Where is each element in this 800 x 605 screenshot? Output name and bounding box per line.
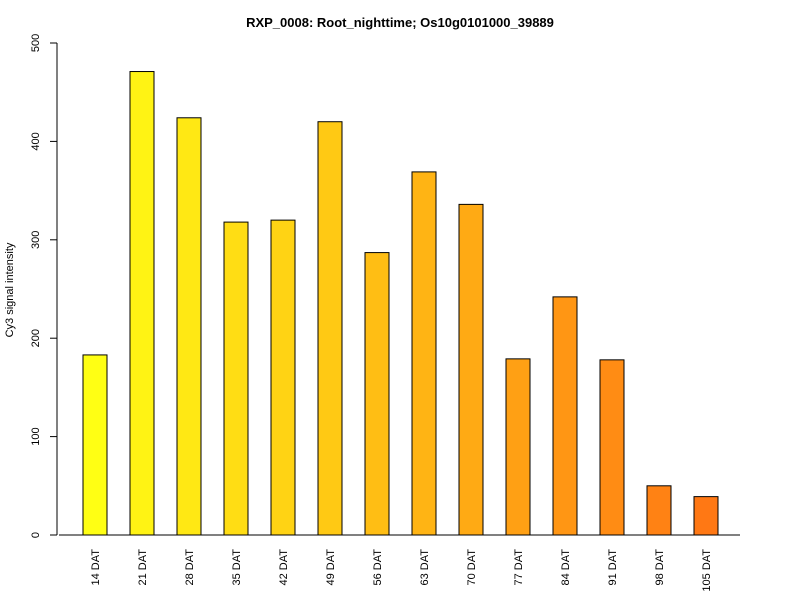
bar-70-dat [458, 203, 484, 536]
bar-49-dat [317, 121, 343, 536]
bar-105-dat [693, 496, 719, 536]
x-tick-label: 28 DAT [184, 549, 196, 586]
x-tick-label: 70 DAT [466, 549, 478, 586]
y-tick-label: 200 [30, 329, 42, 347]
x-tick-label: 91 DAT [607, 549, 619, 586]
bar-42-dat [270, 219, 296, 536]
x-tick-label: 35 DAT [231, 549, 243, 586]
y-tick-label: 500 [30, 34, 42, 52]
bars [82, 71, 719, 536]
x-tick-label: 42 DAT [278, 549, 290, 586]
y-tick-label: 300 [30, 231, 42, 249]
bar-63-dat [411, 171, 437, 536]
bar-91-dat [599, 359, 625, 536]
bar-28-dat [176, 117, 202, 536]
x-tick-label: 98 DAT [654, 549, 666, 586]
x-tick-label: 84 DAT [560, 549, 572, 586]
chart-title: RXP_0008: Root_nighttime; Os10g0101000_3… [246, 15, 554, 30]
x-tick-labels: 14 DAT 21 DAT 28 DAT 35 DAT 42 DAT 49 DAT 56 D… [90, 549, 713, 592]
y-tick-label: 400 [30, 132, 42, 150]
x-tick-label: 77 DAT [513, 549, 525, 586]
y-axis-label: Cy3 signal intensity [4, 242, 16, 337]
x-tick-label: 63 DAT [419, 549, 431, 586]
y-axis: 0 100 200 300 400 500 [30, 34, 58, 538]
y-tick-label: 100 [30, 427, 42, 445]
bar-35-dat [223, 221, 249, 536]
x-tick-label: 21 DAT [137, 549, 149, 586]
bar-56-dat [364, 252, 390, 536]
y-tick-label: 0 [30, 532, 42, 538]
x-tick-label: 105 DAT [701, 549, 713, 592]
bar-98-dat [646, 485, 672, 536]
bar-21-dat [129, 71, 155, 536]
bar-84-dat [552, 296, 578, 536]
x-tick-label: 49 DAT [325, 549, 337, 586]
bar-77-dat [505, 358, 531, 536]
bar-14-dat [82, 354, 108, 536]
x-tick-label: 14 DAT [90, 549, 102, 586]
x-tick-label: 56 DAT [372, 549, 384, 586]
